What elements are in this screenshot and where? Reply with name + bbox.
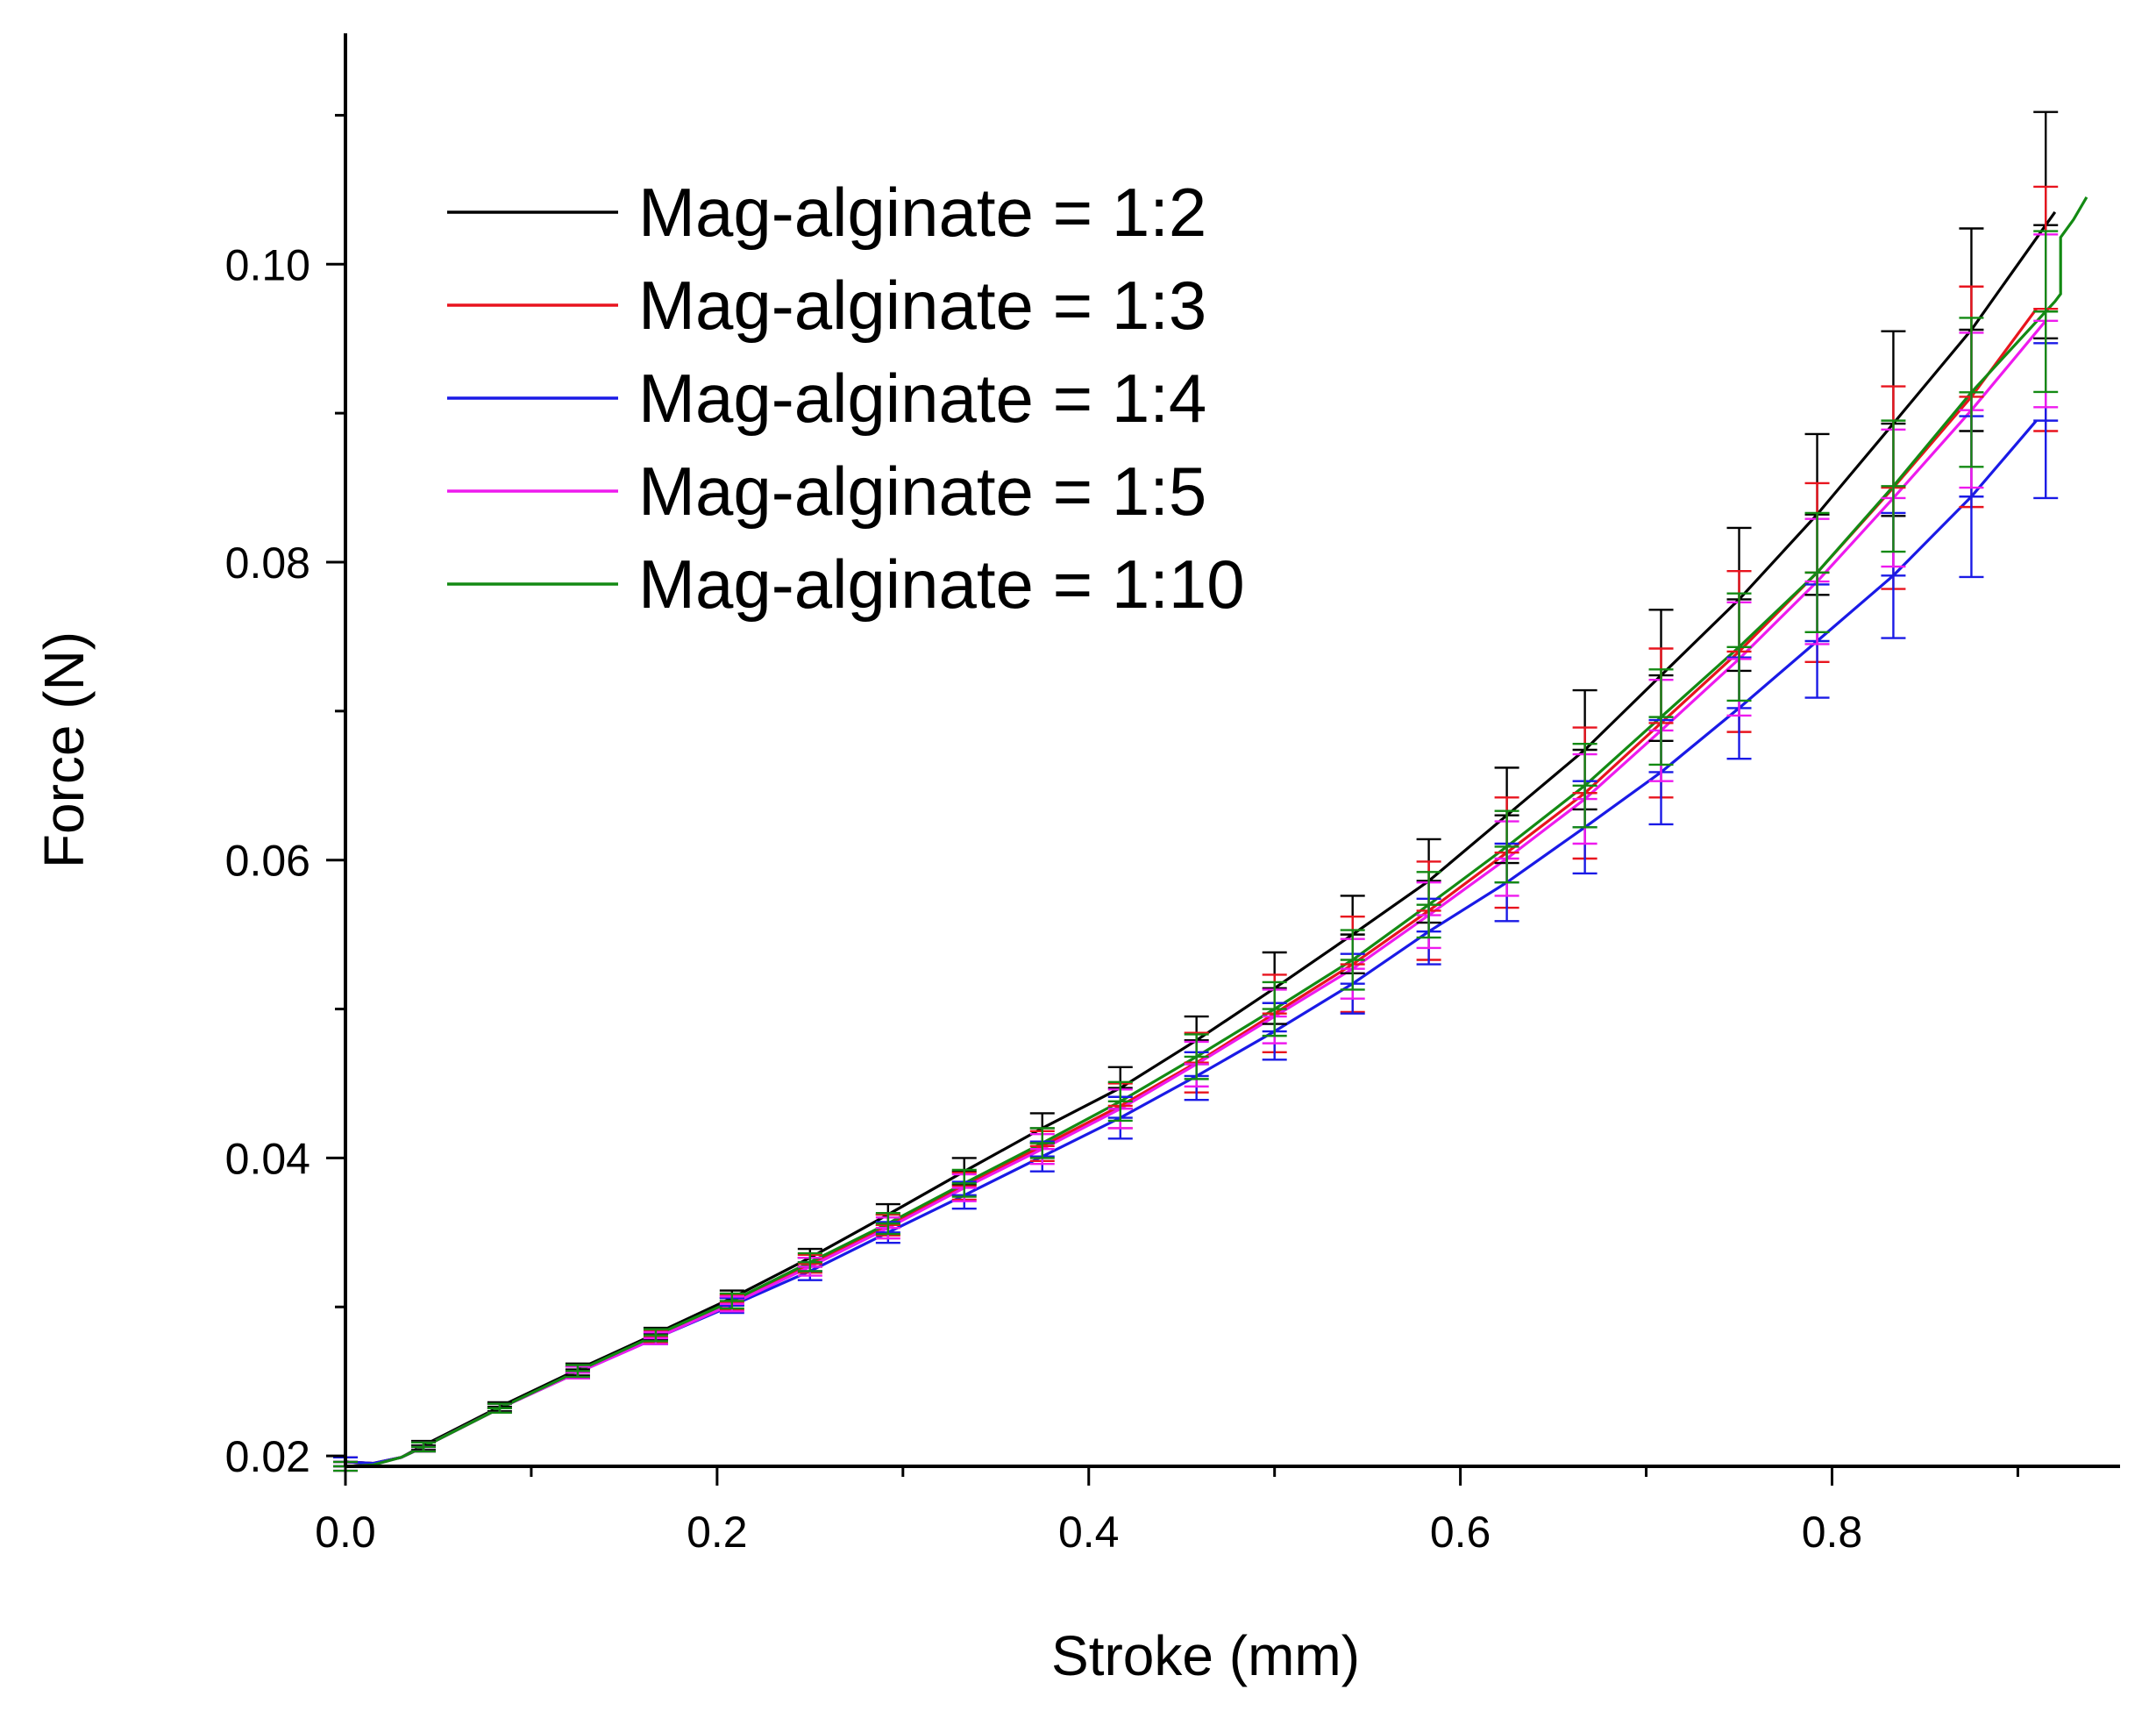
- error-bar-1-10: [1648, 668, 1674, 766]
- legend-label-1-4: Mag-alginate = 1:4: [638, 360, 1206, 437]
- error-bar-1-10: [643, 1328, 668, 1343]
- y-tick-label: 0.02: [225, 1432, 310, 1481]
- legend-label-1-5: Mag-alginate = 1:5: [638, 453, 1206, 530]
- x-tick-label: 0.8: [1802, 1508, 1863, 1557]
- error-bar-1-10: [1416, 871, 1441, 939]
- x-tick-label: 0.4: [1058, 1508, 1120, 1557]
- legend-label-1-2: Mag-alginate = 1:2: [638, 174, 1206, 251]
- error-bar-1-10: [1881, 419, 1906, 553]
- y-tick-label: 0.04: [225, 1134, 310, 1183]
- error-bar-1-10: [719, 1292, 744, 1310]
- error-bar-1-10: [487, 1402, 512, 1415]
- y-tick-label: 0.08: [225, 538, 310, 588]
- y-tick-label: 0.10: [225, 240, 310, 289]
- error-bar-1-10: [411, 1441, 437, 1453]
- error-bar-1-10: [1726, 592, 1752, 702]
- error-bar-1-10: [2033, 230, 2059, 394]
- error-bar-1-10: [951, 1168, 977, 1198]
- series-layer: [345, 196, 2088, 1468]
- legend-label-1-10: Mag-alginate = 1:10: [638, 545, 1245, 623]
- series-line-1-10: [345, 196, 2088, 1468]
- legend-label-1-3: Mag-alginate = 1:3: [638, 267, 1206, 344]
- error-bar-1-10: [797, 1251, 822, 1273]
- error-bar-1-10: [1959, 317, 1984, 468]
- error-bar-1-10: [1572, 743, 1597, 829]
- error-bar-1-10: [1029, 1127, 1055, 1159]
- x-tick-label: 0.0: [315, 1508, 376, 1557]
- x-tick-label: 0.2: [687, 1508, 748, 1557]
- error-bars-layer: [333, 111, 2059, 1472]
- y-axis-title: Force (N): [32, 631, 96, 868]
- error-bar-1-10: [1494, 809, 1519, 884]
- error-bar-1-10: [1107, 1080, 1133, 1123]
- x-axis-title: Stroke (mm): [1051, 1624, 1360, 1687]
- error-bar-1-10: [1184, 1033, 1209, 1080]
- legend: Mag-alginate = 1:2 Mag-alginate = 1:3 Mag-…: [447, 174, 1245, 623]
- error-bar-1-10: [875, 1212, 900, 1236]
- y-tick-label: 0.06: [225, 837, 310, 886]
- tick-layer: 0.0 0.2 0.4 0.6 0.8 0.02 0.04 0.06 0.08 0.10: [225, 113, 2019, 1557]
- x-tick-label: 0.6: [1430, 1508, 1491, 1557]
- error-bar-1-10: [565, 1364, 590, 1379]
- error-bar-1-10: [1804, 511, 1830, 634]
- error-bar-1-10: [1262, 980, 1287, 1037]
- error-bar-1-10: [1340, 929, 1365, 991]
